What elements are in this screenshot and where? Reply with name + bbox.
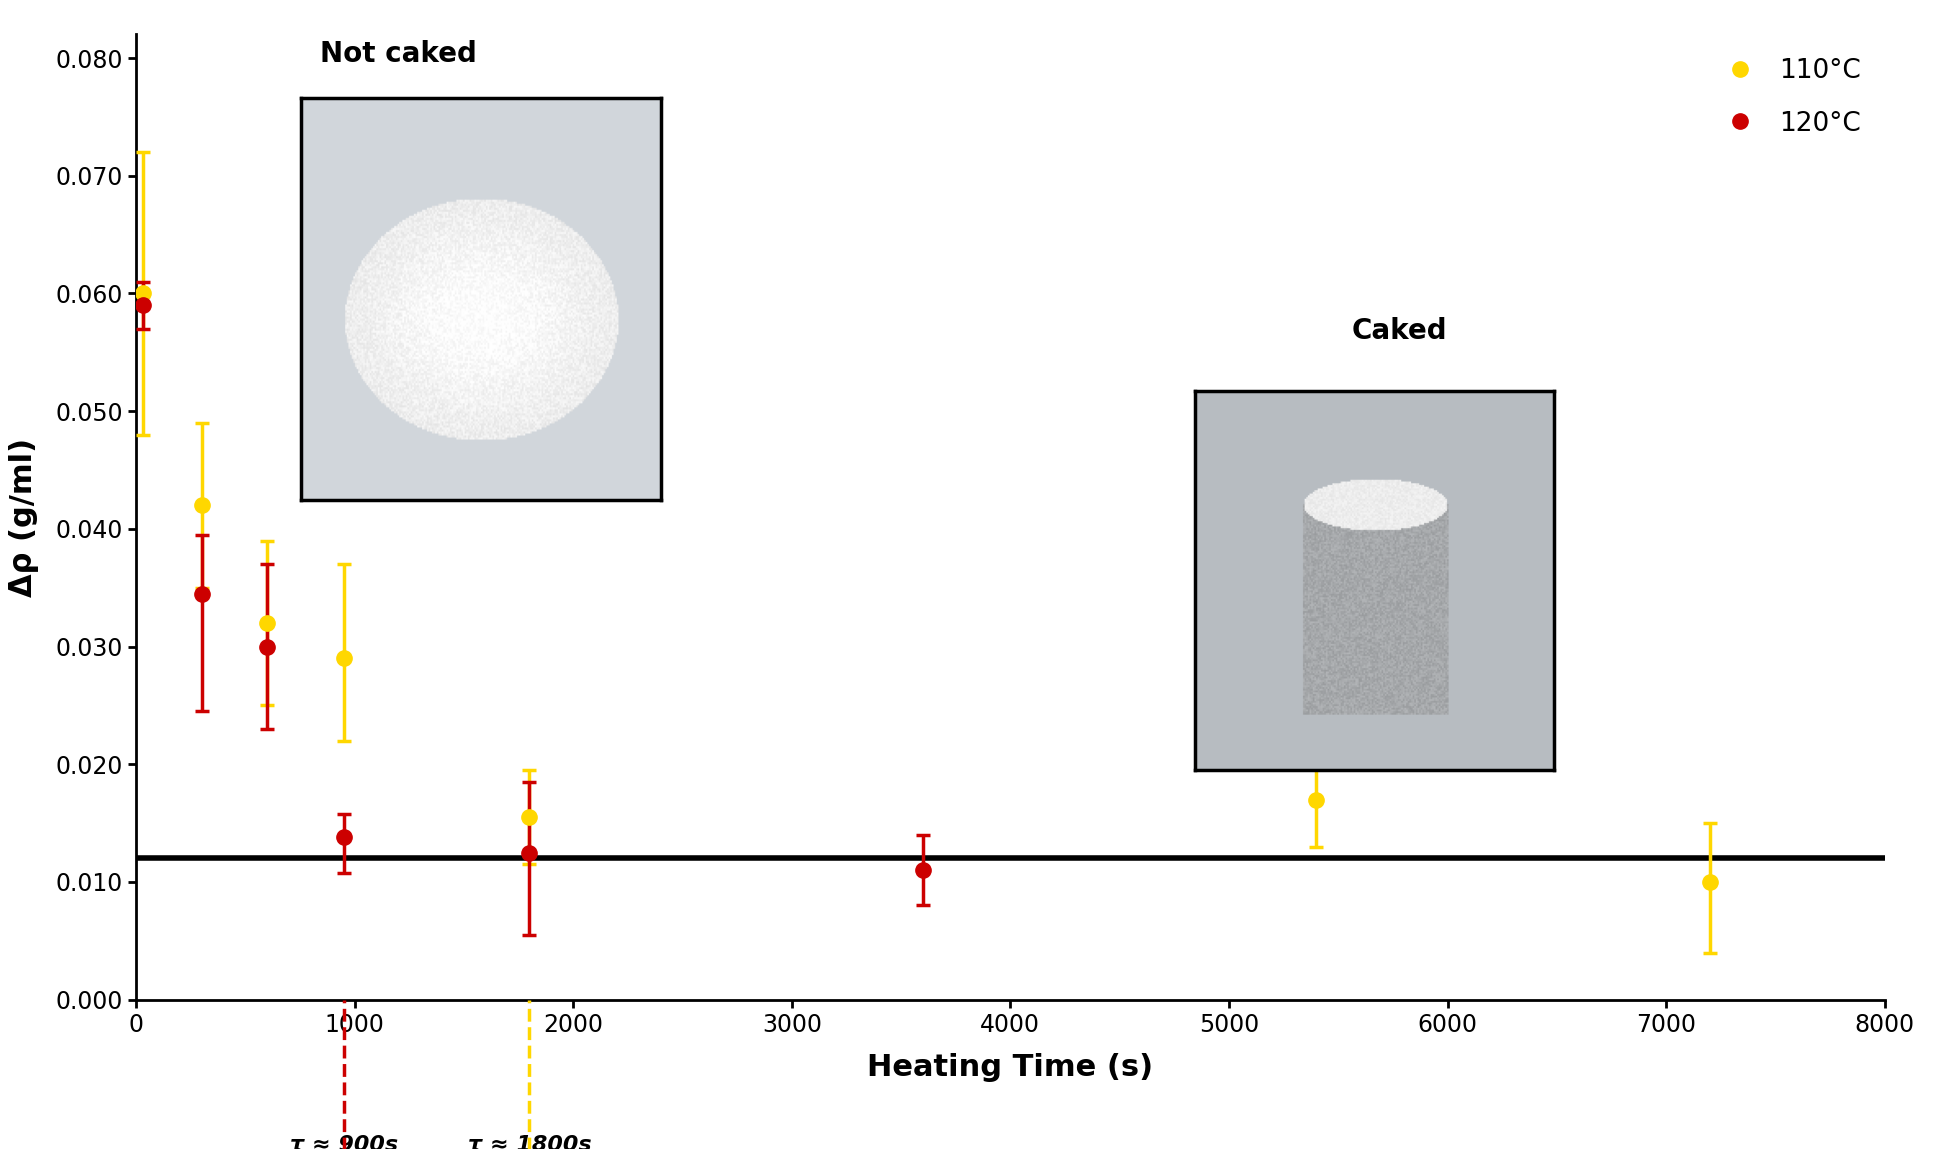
Text: τ ≈ 900s: τ ≈ 900s [290,1135,398,1149]
Legend: 110°C, 120°C: 110°C, 120°C [1702,47,1871,147]
Text: τ ≈ 1800s: τ ≈ 1800s [468,1135,591,1149]
X-axis label: Heating Time (s): Heating Time (s) [867,1054,1154,1082]
Text: Not caked: Not caked [321,40,476,68]
Y-axis label: Δρ (g/ml): Δρ (g/ml) [8,438,39,596]
Text: Caked: Caked [1350,317,1448,345]
